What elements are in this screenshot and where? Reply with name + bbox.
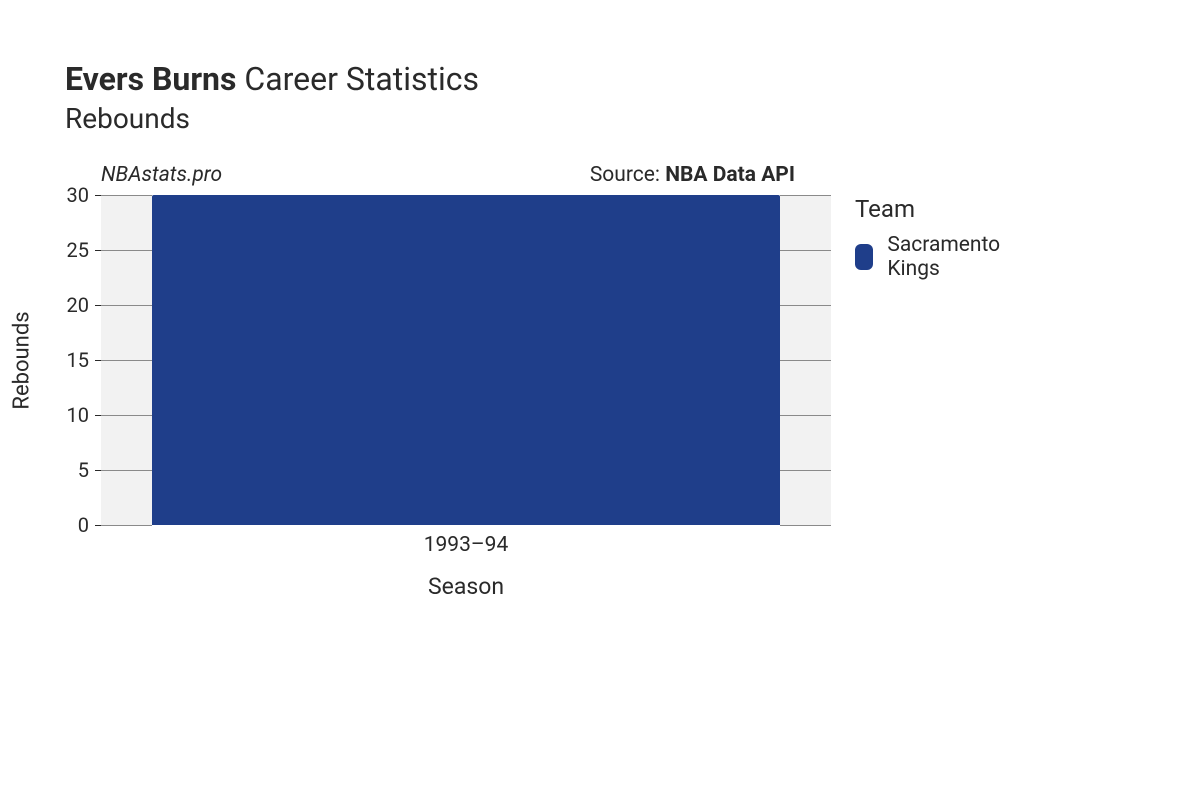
y-tick-label: 10 xyxy=(49,403,89,427)
gridline xyxy=(101,305,152,306)
gridline xyxy=(780,250,831,251)
plot-header: NBAstats.pro Source: NBA Data API xyxy=(65,163,795,189)
x-tick-label: 1993–94 xyxy=(424,533,509,557)
y-tick-label: 25 xyxy=(49,238,89,262)
legend-swatch xyxy=(855,244,873,270)
gridline xyxy=(780,415,831,416)
title-suffix: Career Statistics xyxy=(244,60,479,98)
y-axis-title-text: Rebounds xyxy=(10,311,35,409)
gridline xyxy=(101,250,152,251)
legend: Team Sacramento Kings xyxy=(855,195,1008,281)
legend-label: Sacramento Kings xyxy=(887,233,1007,281)
gridline xyxy=(780,305,831,306)
legend-title: Team xyxy=(855,195,1008,223)
source-prefix: Source: xyxy=(590,163,665,187)
y-axis-title: Rebounds xyxy=(7,195,37,525)
y-tick-label: 30 xyxy=(49,183,89,207)
chart-container: Evers Burns Career Statistics Rebounds N… xyxy=(65,60,831,525)
y-tick-label: 20 xyxy=(49,293,89,317)
bar xyxy=(152,195,780,525)
gridline xyxy=(780,360,831,361)
source-name: NBA Data API xyxy=(665,163,795,187)
gridline xyxy=(101,360,152,361)
chart-title: Evers Burns Career Statistics xyxy=(65,60,831,98)
player-name: Evers Burns xyxy=(65,60,236,98)
source-attribution: Source: NBA Data API xyxy=(590,163,795,187)
gridline xyxy=(101,415,152,416)
gridline xyxy=(101,470,152,471)
gridline xyxy=(780,195,831,196)
chart-subtitle: Rebounds xyxy=(65,102,831,135)
legend-item: Sacramento Kings xyxy=(855,233,1008,281)
gridline xyxy=(101,525,152,526)
watermark-label: NBAstats.pro xyxy=(101,163,222,187)
plot-area: Season 0510152025301993–94 xyxy=(101,195,831,525)
gridline xyxy=(101,195,152,196)
x-axis-title: Season xyxy=(101,573,831,600)
y-tick-label: 5 xyxy=(49,458,89,482)
gridline xyxy=(780,525,831,526)
y-tick-label: 0 xyxy=(49,513,89,537)
plot-wrap: Rebounds Season 0510152025301993–94 Team… xyxy=(65,195,831,525)
y-tick-label: 15 xyxy=(49,348,89,372)
gridline xyxy=(780,470,831,471)
